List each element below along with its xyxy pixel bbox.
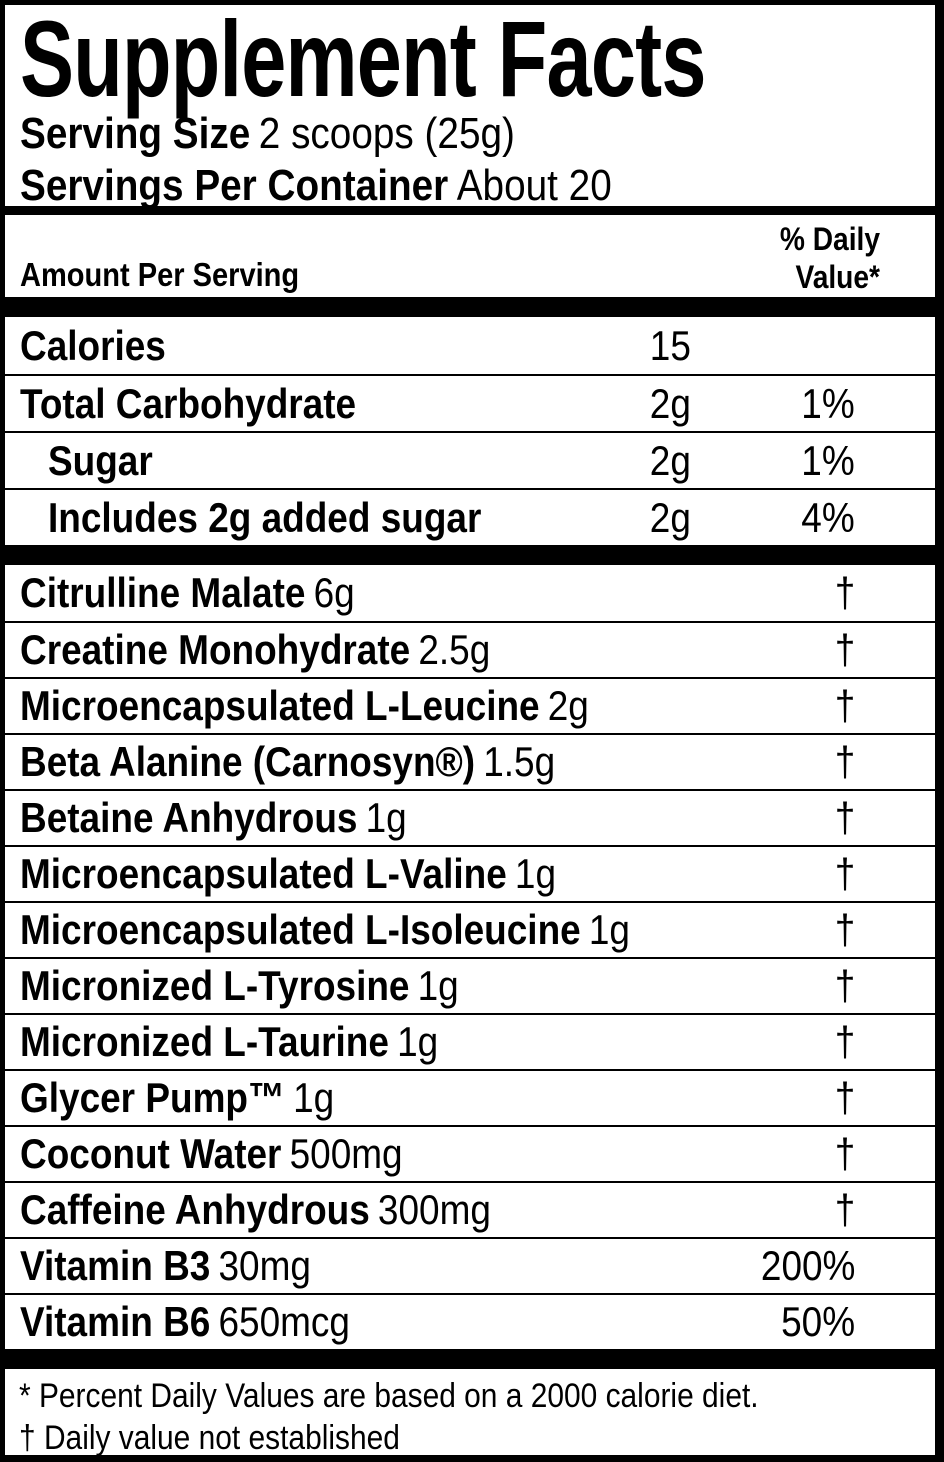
- separator-bar: [5, 545, 935, 565]
- daily-value-cell: 1%: [801, 379, 855, 427]
- serving-size-value: 2 scoops (25g): [258, 109, 515, 159]
- separator-bar: [5, 297, 935, 317]
- ingredient-amount: 2g: [547, 682, 589, 729]
- label-title: Supplement Facts: [20, 0, 706, 119]
- daily-value-cell: †: [834, 626, 855, 673]
- nutrient-name: Total Carbohydrate: [20, 379, 357, 427]
- ingredient-amount: 1g: [293, 1074, 335, 1121]
- ingredient-name: Micronized L-Tyrosine 1g: [20, 962, 459, 1009]
- daily-value-cell: [725, 322, 935, 370]
- nutrient-name: Sugar: [48, 436, 153, 484]
- ingredient-table: Citrulline Malate 6g † Creatine Monohydra…: [5, 565, 935, 1349]
- ingredient-name: Microencapsulated L-Valine 1g: [20, 850, 557, 897]
- daily-value-cell: †: [834, 1074, 855, 1121]
- ingredient-amount: 1.5g: [483, 738, 556, 785]
- daily-value-cell: 1%: [801, 436, 855, 484]
- ingredient-amount: 500mg: [289, 1130, 403, 1177]
- ingredient-row: Coconut Water 500mg †: [5, 1125, 935, 1181]
- ingredient-row: Citrulline Malate 6g †: [5, 565, 935, 621]
- ingredient-name: Microencapsulated L-Isoleucine 1g: [20, 906, 630, 953]
- nutrient-name: Calories: [20, 321, 166, 369]
- ingredient-row: Creatine Monohydrate 2.5g †: [5, 621, 935, 677]
- ingredient-name: Beta Alanine (Carnosyn®) 1.5g: [20, 738, 556, 785]
- ingredient-row: Glycer Pump™ 1g †: [5, 1069, 935, 1125]
- nutrition-table: Calories 15 Total Carbohydrate 2g 1% Sug…: [5, 317, 935, 545]
- daily-value-cell: †: [834, 682, 855, 729]
- daily-value-cell: †: [834, 1018, 855, 1065]
- ingredient-amount: 2.5g: [418, 626, 491, 673]
- ingredient-name: Caffeine Anhydrous 300mg: [20, 1186, 491, 1233]
- ingredient-amount: 6g: [313, 569, 355, 616]
- ingredient-amount: 30mg: [218, 1242, 311, 1289]
- ingredient-row: Microencapsulated L-Isoleucine 1g †: [5, 901, 935, 957]
- ingredient-amount: 300mg: [377, 1186, 491, 1233]
- nutrient-amount: 2g: [649, 379, 691, 427]
- nutrient-amount: 2g: [649, 436, 691, 484]
- nutrition-row: Sugar 2g 1%: [5, 431, 935, 488]
- ingredient-row: Betaine Anhydrous 1g †: [5, 789, 935, 845]
- serving-size-line: Serving Size 2 scoops (25g): [20, 108, 920, 159]
- nutrition-row: Total Carbohydrate 2g 1%: [5, 374, 935, 431]
- ingredient-name: Vitamin B3 30mg: [20, 1242, 311, 1289]
- ingredient-name: Betaine Anhydrous 1g: [20, 794, 407, 841]
- nutrient-amount: 2g: [649, 493, 691, 541]
- nutrient-name: Includes 2g added sugar: [48, 493, 482, 541]
- serving-size-label: Serving Size: [20, 109, 251, 159]
- separator-bar: [5, 206, 935, 215]
- ingredient-row: Beta Alanine (Carnosyn®) 1.5g †: [5, 733, 935, 789]
- separator-bar: [5, 1349, 935, 1369]
- column-header-row: Amount Per Serving % Daily Value*: [5, 215, 935, 297]
- servings-per-container-label: Servings Per Container: [20, 160, 449, 210]
- daily-value-cell: †: [834, 850, 855, 897]
- ingredient-row: Microencapsulated L-Valine 1g †: [5, 845, 935, 901]
- daily-value-cell: †: [834, 1130, 855, 1177]
- ingredient-amount: 650mcg: [218, 1298, 350, 1345]
- servings-per-container-value: About 20: [456, 160, 612, 210]
- daily-value-cell: †: [834, 1186, 855, 1233]
- nutrient-amount: 15: [649, 321, 691, 369]
- ingredient-name: Creatine Monohydrate 2.5g: [20, 626, 491, 673]
- ingredient-amount: 1g: [397, 1018, 439, 1065]
- ingredient-row: Vitamin B6 650mcg 50%: [5, 1293, 935, 1349]
- daily-value-cell: †: [834, 962, 855, 1009]
- daily-value-cell: 50%: [781, 1298, 855, 1345]
- nutrition-row: Calories 15: [5, 317, 935, 374]
- daily-value-cell: †: [834, 569, 855, 616]
- label-footnotes: * Percent Daily Values are based on a 20…: [5, 1369, 935, 1455]
- ingredient-row: Vitamin B3 30mg 200%: [5, 1237, 935, 1293]
- daily-value-cell: 4%: [801, 493, 855, 541]
- ingredient-name: Citrulline Malate 6g: [20, 569, 355, 616]
- ingredient-name: Glycer Pump™ 1g: [20, 1074, 335, 1121]
- ingredient-amount: 1g: [417, 962, 459, 1009]
- amount-per-serving-header: Amount Per Serving: [20, 256, 300, 293]
- daily-value-cell: †: [834, 794, 855, 841]
- ingredient-row: Microencapsulated L-Leucine 2g †: [5, 677, 935, 733]
- ingredient-row: Micronized L-Taurine 1g †: [5, 1013, 935, 1069]
- daily-value-cell: 200%: [760, 1242, 855, 1289]
- daily-values-footnote: * Percent Daily Values are based on a 20…: [19, 1377, 759, 1415]
- daily-value-header: % Daily Value*: [779, 221, 880, 295]
- ingredient-amount: 1g: [588, 906, 630, 953]
- ingredient-name: Coconut Water 500mg: [20, 1130, 403, 1177]
- ingredient-row: Caffeine Anhydrous 300mg †: [5, 1181, 935, 1237]
- ingredient-name: Micronized L-Taurine 1g: [20, 1018, 439, 1065]
- daily-value-cell: †: [834, 906, 855, 953]
- daily-value-cell: †: [834, 738, 855, 785]
- ingredient-name: Vitamin B6 650mcg: [20, 1298, 350, 1345]
- ingredient-row: Micronized L-Tyrosine 1g †: [5, 957, 935, 1013]
- ingredient-amount: 1g: [514, 850, 557, 897]
- nutrition-row: Includes 2g added sugar 2g 4%: [5, 488, 935, 545]
- ingredient-amount: 1g: [365, 794, 407, 841]
- ingredient-name: Microencapsulated L-Leucine 2g: [20, 682, 589, 729]
- servings-per-container-line: Servings Per Container About 20: [20, 160, 920, 211]
- not-established-footnote: † Daily value not established: [19, 1419, 400, 1457]
- label-header: Supplement Facts Serving Size 2 scoops (2…: [5, 0, 935, 210]
